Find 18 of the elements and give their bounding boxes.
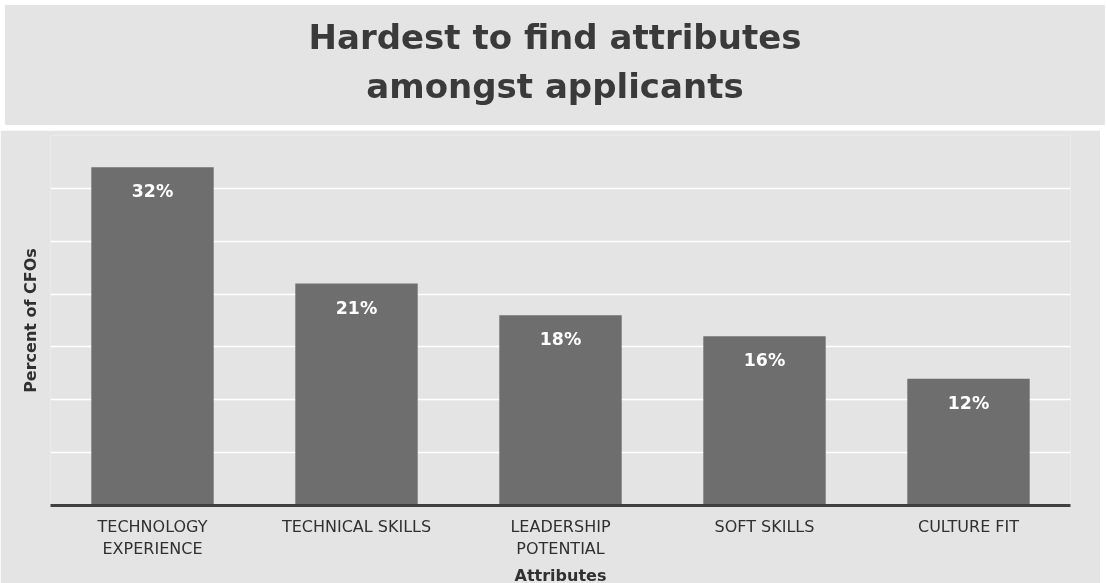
x-tick-label: CULTURE FIT — [917, 516, 1020, 536]
data-label: 12% — [947, 392, 990, 413]
bar — [499, 315, 622, 506]
bar — [907, 378, 1030, 506]
bar — [91, 167, 214, 506]
x-axis-title: Attributes — [514, 566, 607, 583]
bar — [295, 283, 418, 506]
data-label: 32% — [131, 181, 174, 202]
data-label: 18% — [539, 329, 582, 350]
chart-title: Hardest to find attributes amongst applicants — [307, 16, 803, 109]
data-label: 16% — [743, 350, 786, 371]
data-label: 21% — [335, 297, 378, 318]
x-tick-label: TECHNICAL SKILLS — [280, 516, 432, 536]
bar — [703, 336, 826, 506]
x-tick-label: SOFT SKILLS — [714, 516, 815, 536]
x-tick-label: TECHNOLOGY EXPERIENCE — [96, 516, 208, 559]
y-axis-title: Percent of CFOs — [20, 248, 40, 393]
x-tick-label: LEADERSHIP POTENTIAL — [510, 516, 611, 559]
